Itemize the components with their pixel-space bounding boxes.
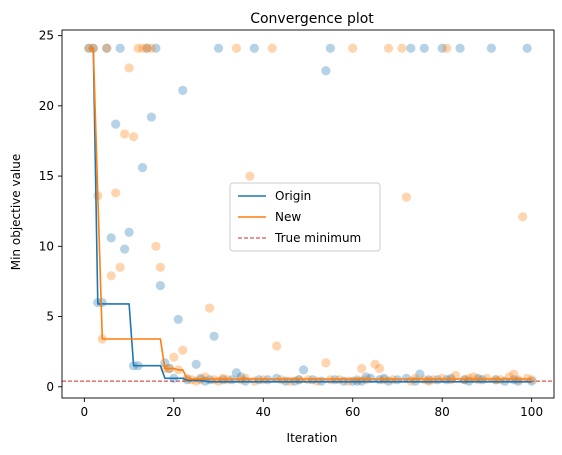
scatter-point: [151, 241, 161, 251]
scatter-point: [151, 43, 161, 53]
scatter-point: [509, 369, 519, 379]
plot-frame: [61, 29, 555, 399]
scatter-point: [137, 163, 148, 173]
scatter-point: [155, 262, 165, 272]
scatter-point: [442, 43, 452, 53]
scatter-point: [209, 331, 219, 341]
scatter-point: [115, 43, 125, 53]
scatter-point: [374, 363, 385, 374]
chart-title: Convergence plot: [250, 11, 374, 27]
scatter-point: [213, 43, 224, 53]
y-axis-label: Min objective value: [9, 154, 23, 271]
x-tick-label: 40: [256, 405, 271, 419]
y-tick-label: 5: [46, 310, 54, 324]
legend-box: [229, 182, 381, 252]
x-tick-label: 100: [520, 405, 543, 419]
legend-label: Origin: [275, 189, 311, 203]
scatter-point: [370, 359, 380, 369]
y-tick-label: 15: [39, 169, 54, 183]
scatter-point: [128, 132, 139, 142]
legend: Origin New True minimum: [229, 182, 381, 252]
scatter-point: [169, 352, 179, 362]
scatter-point: [321, 66, 331, 76]
scatter-point: [267, 43, 277, 53]
x-axis: 0 20 40 60 80 100: [81, 398, 543, 419]
scatter-point: [97, 297, 107, 308]
scatter-point: [106, 233, 116, 243]
scatter-point: [231, 43, 242, 53]
x-tick-label: 80: [435, 405, 450, 419]
scatter-point: [173, 314, 183, 324]
y-tick-label: 20: [39, 99, 54, 113]
legend-label: True minimum: [274, 231, 361, 245]
x-tick-label: 60: [345, 405, 360, 419]
scatter-point: [205, 303, 215, 313]
scatter-point: [518, 212, 528, 222]
scatter-point: [155, 281, 165, 291]
scatter-point: [111, 119, 121, 129]
scatter-point: [191, 359, 201, 369]
scatter-point: [120, 244, 130, 254]
scatter-point: [231, 368, 242, 378]
scatter-point: [178, 85, 188, 95]
scatter-point: [451, 370, 461, 381]
y-axis: 0 5 10 15 20 25: [39, 29, 62, 394]
scatter-point: [178, 345, 188, 355]
scatter-point: [357, 363, 367, 374]
scatter-point: [146, 112, 157, 122]
scatter-point: [111, 188, 121, 198]
scatter-point: [124, 63, 134, 73]
plot-area: [61, 29, 555, 399]
scatter-point: [486, 43, 496, 53]
scatter-point: [522, 43, 532, 53]
scatter-point: [455, 43, 465, 53]
scatter-point: [272, 341, 282, 351]
scatter-point: [383, 43, 394, 53]
scatter-point: [321, 358, 331, 368]
scatter-point: [325, 43, 335, 53]
scatter-point: [142, 43, 152, 53]
legend-label: New: [275, 210, 301, 224]
scatter-point: [133, 43, 143, 53]
scatter-point: [115, 262, 125, 272]
scatter-point: [146, 43, 157, 53]
scatter-point: [245, 171, 255, 181]
scatter-point: [102, 43, 112, 53]
scatter-point: [437, 43, 447, 53]
scatter-point: [415, 369, 425, 379]
scatter-point: [397, 43, 407, 53]
series-new-line: [88, 47, 532, 380]
scatter-point: [137, 43, 148, 53]
scatter-point: [106, 271, 116, 281]
x-tick-label: 0: [81, 405, 89, 419]
scatter-point: [142, 43, 152, 53]
scatter-point: [102, 43, 112, 53]
y-tick-label: 10: [39, 239, 54, 253]
scatter-point: [160, 358, 170, 368]
series-origin-line: [88, 47, 532, 383]
scatter-point: [406, 43, 416, 53]
x-tick-label: 20: [166, 405, 181, 419]
scatter-point: [249, 43, 259, 53]
scatter-point: [401, 192, 411, 202]
scatter-point: [348, 43, 358, 53]
x-axis-label: Iteration: [287, 431, 338, 445]
scatter-point: [120, 129, 130, 139]
y-tick-label: 0: [46, 380, 54, 394]
scatter-point: [419, 43, 429, 53]
scatter-point: [298, 365, 309, 375]
y-tick-label: 25: [39, 29, 54, 43]
scatter-point: [124, 227, 134, 237]
